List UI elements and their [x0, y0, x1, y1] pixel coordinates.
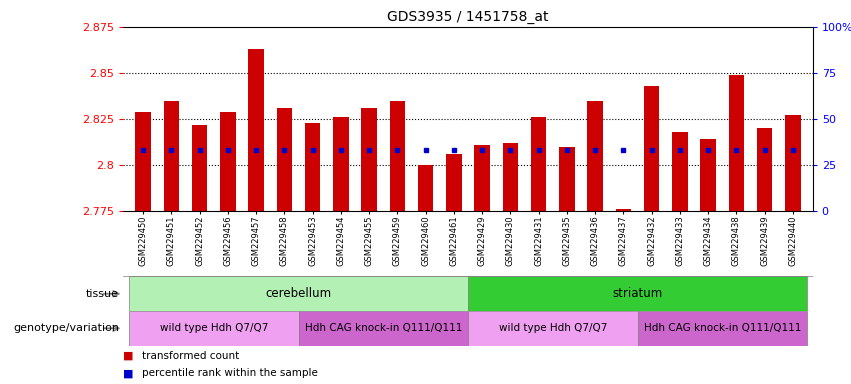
Text: genotype/variation: genotype/variation [13, 323, 119, 333]
Text: ■: ■ [123, 368, 134, 378]
Bar [390, 101, 405, 211]
Bar [418, 165, 433, 211]
Bar [135, 112, 151, 211]
Bar [531, 117, 546, 211]
Bar [129, 276, 468, 311]
Bar [163, 101, 180, 211]
Bar [728, 75, 744, 211]
Bar [333, 117, 349, 211]
Bar [474, 145, 490, 211]
Text: striatum: striatum [613, 287, 663, 300]
Text: wild type Hdh Q7/Q7: wild type Hdh Q7/Q7 [160, 323, 268, 333]
Text: wild type Hdh Q7/Q7: wild type Hdh Q7/Q7 [499, 323, 607, 333]
Bar [446, 154, 462, 211]
Text: percentile rank within the sample: percentile rank within the sample [142, 368, 318, 378]
Bar [220, 112, 236, 211]
Bar [559, 147, 574, 211]
Bar [587, 101, 603, 211]
Bar [362, 108, 377, 211]
Text: ■: ■ [123, 351, 134, 361]
Bar [785, 115, 801, 211]
Bar [305, 123, 321, 211]
Bar [468, 311, 637, 346]
Bar [637, 311, 807, 346]
Bar [299, 311, 468, 346]
Bar [503, 143, 518, 211]
Bar [644, 86, 660, 211]
Bar [757, 128, 773, 211]
Bar [248, 49, 264, 211]
Bar [672, 132, 688, 211]
Bar [615, 209, 631, 211]
Title: GDS3935 / 1451758_at: GDS3935 / 1451758_at [387, 10, 549, 25]
Bar [468, 276, 807, 311]
Bar [700, 139, 716, 211]
Text: transformed count: transformed count [142, 351, 239, 361]
Text: Hdh CAG knock-in Q111/Q111: Hdh CAG knock-in Q111/Q111 [305, 323, 462, 333]
Text: Hdh CAG knock-in Q111/Q111: Hdh CAG knock-in Q111/Q111 [643, 323, 801, 333]
Text: tissue: tissue [86, 289, 119, 299]
Bar [192, 124, 208, 211]
Text: cerebellum: cerebellum [266, 287, 332, 300]
Bar [277, 108, 292, 211]
Bar [129, 311, 299, 346]
